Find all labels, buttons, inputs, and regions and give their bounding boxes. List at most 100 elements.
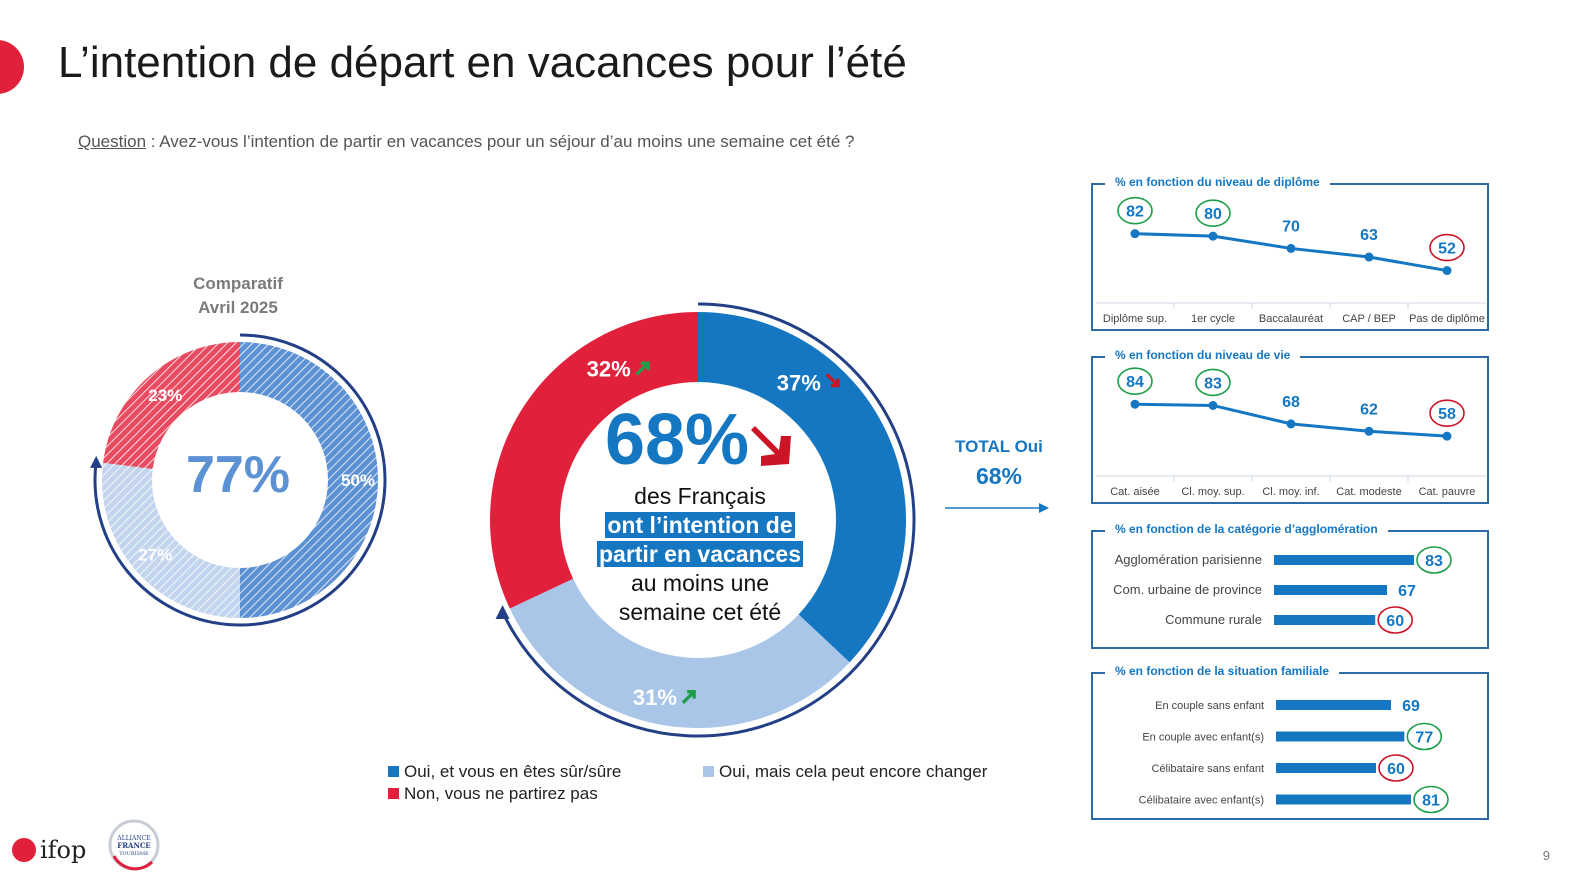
situation-bar [1276, 731, 1405, 742]
low-value-circle [1429, 399, 1465, 427]
panel-diplome-title: % en fonction du niveau de diplôme [1105, 175, 1330, 189]
comparatif-slice-oui-sur [240, 342, 378, 618]
main-slice-non [489, 312, 698, 609]
panel-situation: % en fonction de la situation familiale … [1091, 664, 1489, 820]
main-slice-oui-changer [509, 578, 850, 728]
panel-niveau-vie: % en fonction du niveau de vie 84 Cat. ai… [1091, 348, 1489, 504]
center-big-value: 68% [570, 398, 830, 482]
diplome-value-label: 70 [1282, 218, 1300, 235]
comparatif-slice-non [103, 342, 241, 469]
niveau-vie-category-label: Cat. pauvre [1419, 486, 1476, 498]
diplome-value-label: 52 [1438, 241, 1456, 258]
comparatif-slice-label: 23% [148, 386, 182, 405]
panel-diplome: % en fonction du niveau de diplôme 82 Dip… [1091, 175, 1489, 331]
total-oui: TOTAL Oui 68% [945, 437, 1053, 490]
line-chart-diplome: 82 Diplôme sup. 80 1er cycle 70 Baccalauréat 6… [1096, 196, 1486, 325]
total-value: 68% [975, 463, 1023, 489]
diplome-value-label: 82 [1126, 204, 1144, 221]
low-value-circle [1377, 606, 1414, 634]
agglomeration-value-label: 83 [1425, 553, 1443, 570]
main-yes-arc [501, 302, 916, 738]
diplome-data-point [1208, 231, 1218, 241]
niveau-vie-category-label: Cl. moy. sup. [1181, 486, 1244, 498]
situation-value-label: 77 [1415, 730, 1433, 747]
center-statement: 68% des Français ont l’intention de part… [570, 398, 830, 627]
agglomeration-value-label: 67 [1398, 583, 1416, 600]
panel-agglomeration-title: % en fonction de la catégorie d’agglomér… [1105, 522, 1388, 536]
niveau-vie-data-point [1364, 426, 1374, 436]
main-slice-label: 32% [587, 356, 631, 381]
legend-label-non: Non, vous ne partirez pas [404, 784, 598, 803]
diplome-category-label: Diplôme sup. [1103, 313, 1167, 325]
comparatif-slice-label: 50% [341, 471, 375, 490]
niveau-vie-category-label: Cat. modeste [1336, 486, 1401, 498]
panel-agglomeration: % en fonction de la catégorie d’agglomér… [1091, 522, 1489, 649]
situation-value-label: 60 [1387, 761, 1405, 778]
high-value-circle [1117, 196, 1153, 225]
trend-up-icon [635, 361, 650, 376]
situation-bar [1276, 700, 1391, 710]
comparatif-line1: Comparatif [193, 274, 283, 293]
line-chart-niveau-vie: 84 Cat. aisée 83 Cl. moy. sup. 68 Cl. moy. in… [1096, 367, 1486, 498]
agglomeration-bar [1274, 555, 1414, 565]
legend-oui-sur: Oui, et vous en êtes sûr/sûre [388, 762, 621, 782]
niveau-vie-value-label: 84 [1126, 374, 1144, 391]
trend-up-icon [681, 689, 696, 705]
diplome-data-point [1130, 229, 1140, 239]
comparatif-slice-oui-changer [101, 462, 240, 618]
trend-down-icon [825, 373, 840, 388]
niveau-vie-category-label: Cat. aisée [1110, 486, 1160, 498]
high-value-circle [1416, 546, 1452, 574]
low-value-circle [1429, 233, 1465, 262]
comparatif-title: Comparatif Avril 2025 [168, 272, 308, 320]
center-line3: semaine cet été [618, 599, 782, 625]
legend-swatch-lightblue [703, 766, 714, 777]
main-slice-oui-sur [698, 312, 906, 663]
center-line2: au moins une [630, 570, 770, 596]
situation-value-label: 81 [1422, 793, 1440, 810]
high-value-circle [1406, 722, 1443, 751]
diplome-category-label: CAP / BEP [1342, 313, 1396, 325]
comparatif-arc-arrowhead [90, 455, 103, 468]
alliance-france-tourisme-logo: ALLIANCE FRANCE TOURISME [108, 819, 160, 871]
bar-chart-situation: En couple sans enfant 69 En couple avec en… [1139, 698, 1449, 814]
agglomeration-bar [1274, 585, 1388, 595]
comparatif-yes-arc [93, 333, 387, 627]
main-slice-label: 31% [633, 685, 677, 710]
niveau-vie-category-label: Cl. moy. inf. [1262, 486, 1319, 498]
center-highlight1: ont l’intention de [605, 512, 795, 538]
diplome-value-label: 63 [1360, 227, 1378, 244]
alliance-logo-text3: TOURISME [119, 851, 149, 857]
center-highlight2: partir en vacances [596, 541, 803, 567]
legend-swatch-blue [388, 766, 399, 777]
right-arrow-icon [945, 503, 1049, 513]
situation-category-label: En couple avec enfant(s) [1142, 732, 1264, 744]
high-value-circle [1195, 368, 1231, 397]
question-line: Question : Avez-vous l’intention de part… [78, 132, 855, 152]
niveau-vie-value-label: 62 [1360, 401, 1378, 418]
ifop-logo-text: ifop [40, 836, 86, 864]
situation-bar [1276, 763, 1376, 773]
ifop-logo: ifop [12, 836, 86, 864]
main-slice-label: 37% [777, 370, 821, 395]
alliance-logo-text2: FRANCE [117, 841, 151, 850]
agglomeration-category-label: Agglomération parisienne [1115, 552, 1262, 567]
down-trend-icon [751, 425, 792, 466]
niveau-vie-data-point [1130, 399, 1140, 409]
diplome-data-point [1364, 252, 1374, 262]
situation-category-label: Célibataire avec enfant(s) [1139, 795, 1264, 807]
diplome-category-label: Baccalauréat [1259, 313, 1323, 325]
center-big-number: 68% [604, 400, 750, 480]
diplome-category-label: Pas de diplôme [1409, 313, 1485, 325]
legend-label-oui-sur: Oui, et vous en êtes sûr/sûre [404, 762, 622, 781]
agglomeration-bar [1274, 615, 1376, 625]
red-decor-tab [0, 40, 24, 94]
situation-bar [1276, 794, 1411, 805]
legend-non: Non, vous ne partirez pas [388, 784, 598, 804]
niveau-vie-value-label: 58 [1438, 406, 1456, 423]
alliance-logo-text1: ALLIANCE [116, 835, 150, 842]
niveau-vie-data-point [1208, 400, 1218, 410]
main-arc-arrowhead [495, 604, 510, 619]
total-label: TOTAL Oui [955, 437, 1043, 456]
niveau-vie-data-point [1286, 419, 1296, 429]
